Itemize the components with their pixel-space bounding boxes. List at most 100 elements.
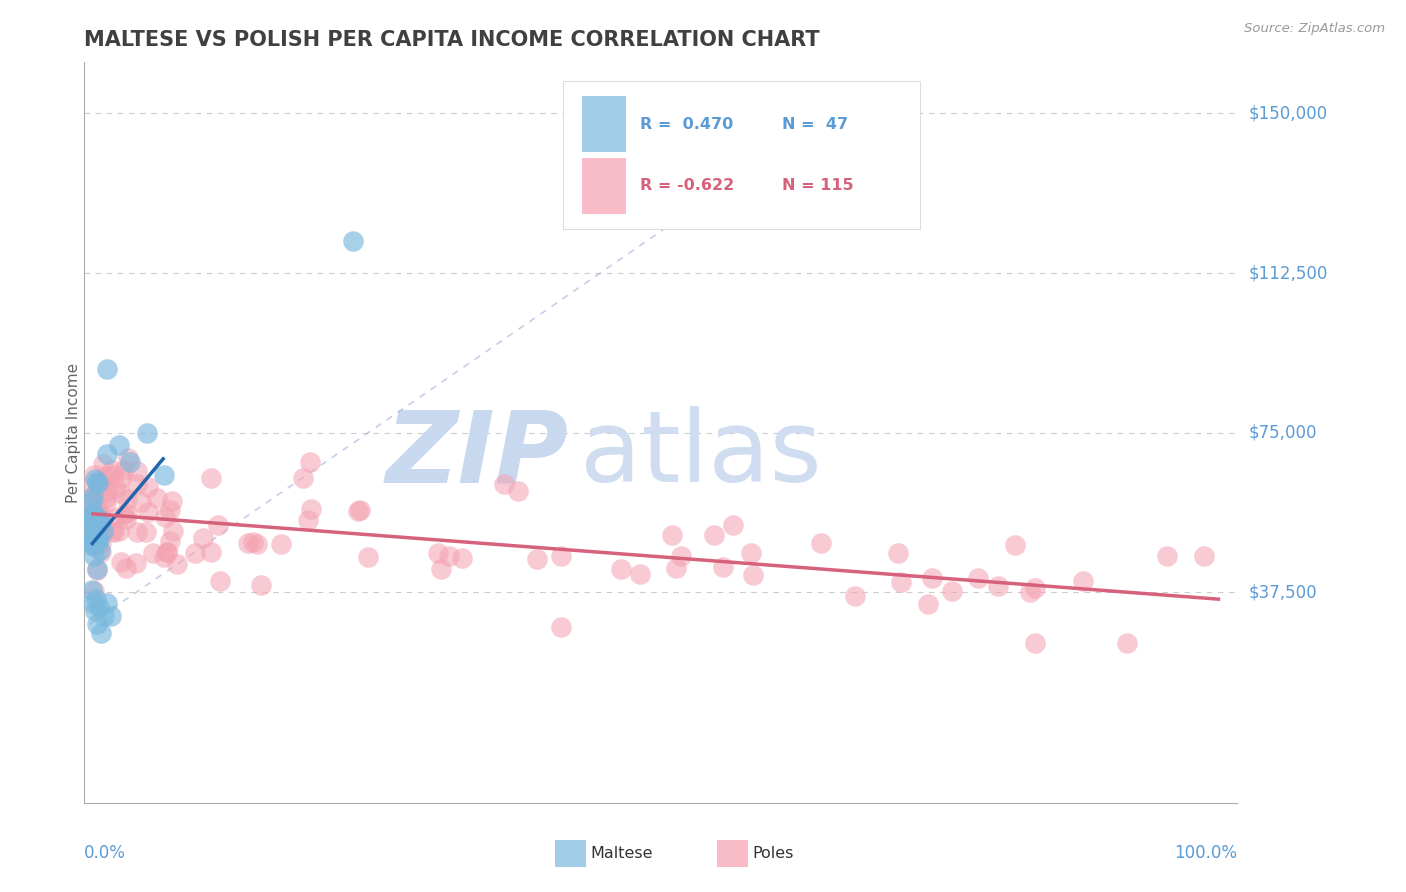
- Point: [146, 491, 169, 505]
- Point: [101, 468, 124, 483]
- Point: [87, 500, 110, 515]
- Point: [82, 539, 104, 553]
- Text: Maltese: Maltese: [591, 847, 652, 861]
- Point: [209, 574, 232, 588]
- FancyBboxPatch shape: [582, 96, 626, 152]
- Point: [82, 505, 104, 519]
- Point: [1192, 549, 1215, 563]
- Point: [292, 471, 315, 485]
- Point: [941, 584, 963, 599]
- Point: [103, 511, 125, 525]
- Point: [79, 511, 101, 525]
- Point: [84, 591, 107, 606]
- Point: [152, 550, 174, 565]
- Point: [297, 513, 319, 527]
- Point: [83, 604, 105, 618]
- Point: [96, 447, 118, 461]
- Point: [200, 471, 222, 485]
- Point: [844, 589, 866, 603]
- Point: [429, 562, 451, 576]
- Point: [270, 536, 292, 550]
- Point: [91, 477, 114, 491]
- Point: [159, 503, 181, 517]
- Text: R = -0.622: R = -0.622: [640, 178, 734, 194]
- Point: [1115, 636, 1137, 650]
- Point: [89, 517, 111, 532]
- Point: [628, 566, 651, 581]
- Point: [96, 596, 118, 610]
- Point: [357, 549, 380, 564]
- Point: [90, 536, 112, 550]
- Point: [142, 546, 165, 560]
- Point: [703, 528, 725, 542]
- Point: [127, 525, 149, 540]
- Point: [125, 464, 148, 478]
- Point: [94, 469, 117, 483]
- Text: ZIP: ZIP: [385, 407, 568, 503]
- Point: [83, 549, 105, 563]
- Point: [136, 480, 159, 494]
- Text: $112,500: $112,500: [1249, 264, 1327, 282]
- Point: [108, 486, 131, 500]
- Point: [1019, 585, 1042, 599]
- Point: [966, 571, 988, 585]
- Point: [89, 514, 111, 528]
- Point: [711, 560, 734, 574]
- Point: [107, 524, 129, 538]
- Point: [84, 535, 107, 549]
- Point: [191, 531, 214, 545]
- Point: [87, 511, 110, 525]
- Y-axis label: Per Capita Income: Per Capita Income: [66, 362, 80, 503]
- Point: [83, 536, 105, 550]
- Point: [100, 524, 122, 538]
- Point: [450, 551, 472, 566]
- Point: [82, 533, 104, 547]
- Point: [115, 491, 138, 506]
- Point: [550, 549, 572, 563]
- Point: [125, 476, 148, 491]
- Point: [342, 234, 364, 248]
- Point: [94, 496, 117, 510]
- Text: N =  47: N = 47: [782, 117, 848, 131]
- Point: [100, 463, 122, 477]
- Point: [83, 583, 105, 598]
- Point: [299, 455, 322, 469]
- Point: [80, 512, 103, 526]
- Point: [83, 468, 105, 483]
- Point: [207, 517, 229, 532]
- Point: [110, 471, 132, 485]
- Point: [665, 561, 688, 575]
- Point: [921, 570, 943, 584]
- Point: [112, 507, 135, 521]
- Point: [84, 510, 107, 524]
- Point: [740, 546, 762, 560]
- Point: [349, 502, 371, 516]
- Point: [86, 475, 108, 490]
- Point: [166, 557, 188, 571]
- Point: [82, 489, 104, 503]
- Point: [117, 450, 139, 465]
- Text: Source: ZipAtlas.com: Source: ZipAtlas.com: [1244, 22, 1385, 36]
- Point: [93, 608, 115, 623]
- Point: [100, 608, 122, 623]
- Point: [90, 524, 112, 539]
- Point: [83, 524, 105, 539]
- Point: [96, 491, 118, 505]
- Point: [1156, 549, 1178, 563]
- Point: [162, 493, 184, 508]
- Point: [917, 597, 939, 611]
- Point: [135, 525, 157, 540]
- Point: [114, 512, 136, 526]
- Point: [89, 475, 111, 490]
- Point: [107, 438, 129, 452]
- Point: [246, 536, 269, 550]
- Point: [86, 563, 108, 577]
- Point: [159, 533, 181, 548]
- Text: MALTESE VS POLISH PER CAPITA INCOME CORRELATION CHART: MALTESE VS POLISH PER CAPITA INCOME CORR…: [84, 29, 820, 50]
- Point: [82, 494, 104, 508]
- Point: [103, 525, 125, 540]
- Text: $75,000: $75,000: [1249, 424, 1317, 442]
- Point: [987, 579, 1010, 593]
- Point: [86, 562, 108, 576]
- Point: [80, 481, 103, 495]
